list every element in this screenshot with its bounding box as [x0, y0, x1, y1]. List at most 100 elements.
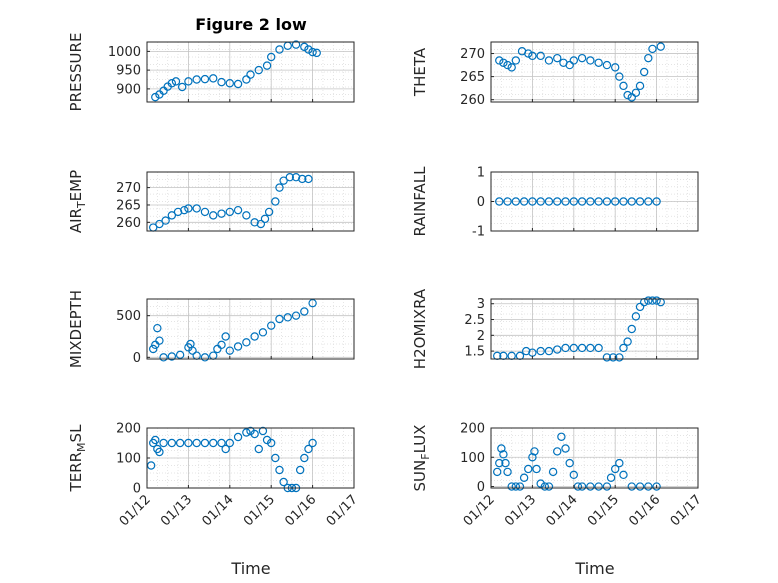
data-point [192, 438, 201, 448]
x-tick-label: 01/16 [282, 492, 319, 529]
data-point [644, 296, 653, 305]
subplot-3: 260 265 270 AIRTEMP [67, 170, 355, 233]
y-axis-label: RAINFALL [411, 166, 429, 237]
data-point [594, 58, 603, 67]
data-point [553, 447, 562, 456]
y-tick-label: 260 [116, 216, 141, 231]
data-point [225, 346, 234, 355]
data-point [254, 65, 263, 75]
data-point [298, 174, 307, 184]
data-point [262, 61, 272, 70]
data-point [283, 313, 292, 322]
figure-title: Figure 2 low [195, 15, 307, 34]
data-point [304, 444, 313, 454]
data-point [209, 211, 218, 220]
y-tick-label: -1 [472, 225, 485, 240]
data-point [615, 72, 624, 81]
y-tick-label: 950 [116, 64, 141, 79]
data-point [184, 438, 193, 448]
data-point [635, 81, 645, 91]
data-point [495, 197, 504, 206]
y-tick-label: 100 [460, 451, 485, 466]
data-point [171, 77, 181, 86]
data-point [271, 197, 280, 206]
data-point [167, 438, 177, 448]
data-point [594, 197, 603, 206]
y-axis-label: TERRMSL [67, 424, 88, 493]
data-point [275, 45, 284, 54]
data-point [615, 458, 624, 468]
data-point [553, 53, 562, 63]
data-point [561, 197, 570, 206]
data-point [561, 444, 570, 453]
data-point [233, 205, 243, 215]
data-point [627, 482, 636, 491]
data-point [544, 197, 554, 206]
data-point [242, 211, 251, 220]
x-tick-label: 01/12 [117, 492, 154, 529]
data-point [217, 209, 226, 218]
data-point [159, 438, 168, 448]
subplot-1: 900 950 1000 PRESSURE [67, 33, 355, 112]
data-point [656, 42, 665, 51]
x-axis-label-left: Time [230, 559, 270, 578]
data-point [225, 79, 234, 88]
axes-box [146, 41, 355, 103]
data-point [503, 60, 512, 70]
data-point [217, 340, 226, 350]
y-tick-label: 3 [477, 297, 485, 312]
data-point [256, 219, 266, 229]
data-point [602, 353, 612, 362]
y-tick-label: 0 [477, 480, 485, 495]
data-point [503, 197, 512, 206]
data-point [511, 197, 521, 206]
data-point [275, 465, 284, 475]
axes-box [490, 41, 699, 103]
data-point [493, 467, 502, 477]
data-point [619, 197, 628, 206]
data-point [233, 432, 243, 442]
data-point [577, 482, 587, 491]
data-point [250, 429, 259, 439]
data-point [151, 92, 160, 102]
data-point [242, 75, 251, 84]
data-point [524, 464, 533, 474]
x-tick-label: 01/17 [668, 492, 705, 529]
x-tick-label: 01/15 [585, 492, 622, 529]
data-point [586, 343, 595, 353]
data-point [192, 204, 201, 213]
data-point [569, 56, 579, 65]
data-point [159, 353, 168, 362]
x-tick-label: 01/14 [544, 492, 581, 529]
data-point [503, 467, 512, 477]
data-point [250, 332, 259, 341]
data-point [291, 40, 301, 49]
data-point [507, 482, 516, 491]
data-point [528, 51, 537, 61]
data-point [619, 81, 628, 91]
data-point [521, 346, 531, 356]
data-point [149, 344, 158, 354]
data-point [611, 63, 620, 72]
data-point [644, 53, 653, 63]
data-point [264, 207, 274, 217]
data-point [291, 173, 301, 182]
axes-box [490, 427, 699, 489]
data-point [200, 353, 210, 362]
y-axis-label: PRESSURE [67, 33, 85, 112]
y-tick-label: 0 [133, 482, 141, 497]
data-point [155, 336, 164, 345]
data-point [577, 53, 587, 63]
data-point [594, 343, 603, 353]
data-point [495, 458, 504, 468]
subplot-4: -1 0 1 RAINFALL [411, 166, 699, 240]
data-point [623, 337, 632, 346]
data-point [627, 197, 636, 206]
data-point [652, 197, 661, 206]
data-point [627, 324, 636, 334]
y-tick-label: 0 [133, 351, 141, 366]
data-point [619, 470, 628, 480]
data-point [304, 45, 313, 54]
data-point [553, 345, 562, 354]
